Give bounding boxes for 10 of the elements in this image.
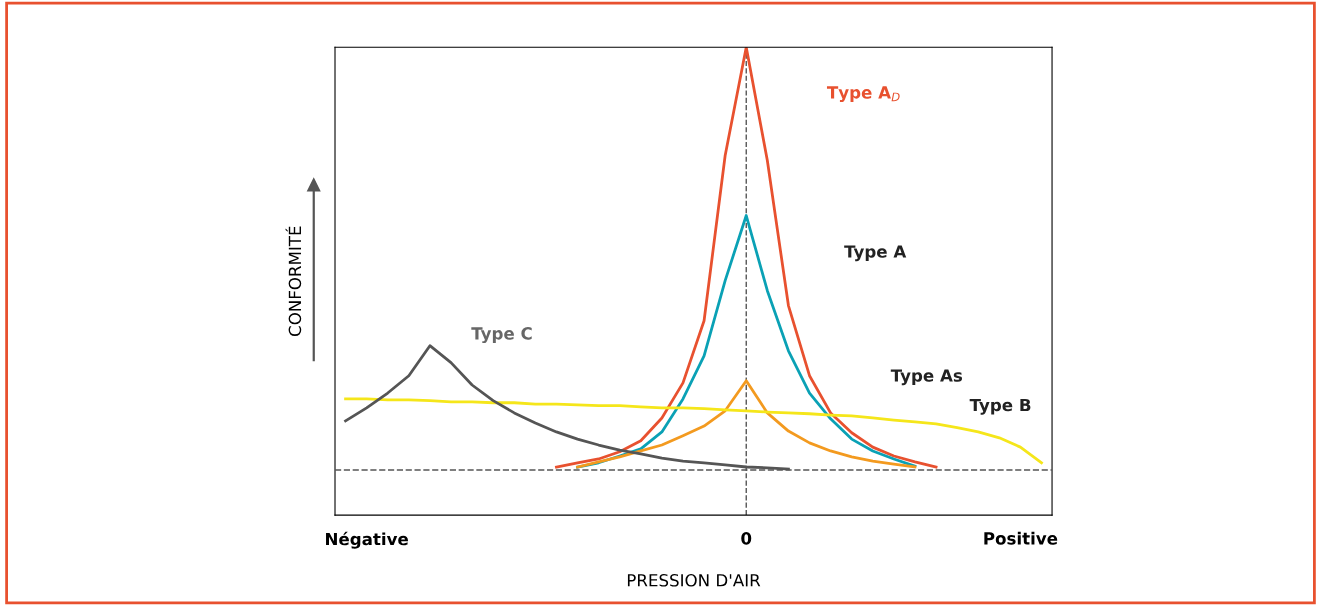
annotation: Type A [844,245,907,262]
x-tick-label: 0 [741,532,752,545]
x-axis-title: PRESSION D'AIR [627,573,761,587]
y-axis-title: CONFORMITÉ [285,226,302,337]
annotation: Type C [471,327,532,344]
annotation: Type B [969,398,1031,415]
annotation: Type A$_{D}$ [826,86,900,103]
x-tick-label: Positive [984,531,1058,545]
annotation: Type As [890,369,963,386]
x-tick-label: Négative [326,531,408,549]
